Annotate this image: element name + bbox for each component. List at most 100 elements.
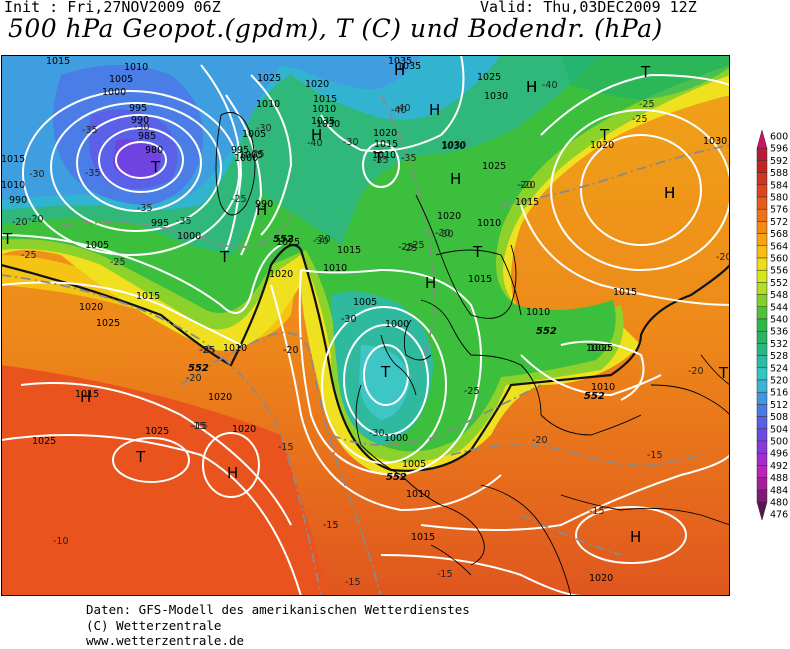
isobar-label: 1020: [305, 79, 329, 90]
isobar-label: 1020: [269, 269, 293, 280]
isobar-label: 1025: [482, 161, 506, 172]
legend-label: 516: [770, 388, 788, 399]
isotherm-label: -15: [323, 520, 339, 531]
isobar-label: 1030: [484, 91, 508, 102]
legend-swatch: [756, 129, 768, 149]
legend-label: 556: [770, 266, 788, 277]
legend-swatch: [756, 452, 768, 466]
legend-swatch: [756, 330, 768, 344]
high-center: H: [664, 184, 675, 202]
legend-label: 536: [770, 327, 788, 338]
isobar-label: 1010: [591, 382, 615, 393]
isotherm-label: -25: [110, 257, 126, 268]
legend-label: 552: [770, 278, 788, 289]
isotherm-label: -30: [435, 228, 451, 239]
geopotential-label: 552: [188, 363, 209, 374]
isobar-label: 1015: [46, 56, 70, 67]
isobar-label: 1020: [437, 211, 461, 222]
isotherm-label: -40: [395, 103, 411, 114]
isobar-label: 1015: [411, 532, 435, 543]
isotherm-label: -25: [639, 99, 655, 110]
isotherm-label: -20: [716, 252, 730, 263]
low-center: T: [380, 363, 391, 381]
legend-label: 588: [770, 168, 788, 179]
isobar-label: 1020: [589, 573, 613, 584]
legend-label: 592: [770, 156, 788, 167]
isobar-label: 1005: [85, 240, 109, 251]
isobar-label: 1010: [526, 307, 550, 318]
legend-label: 520: [770, 376, 788, 387]
isobar-label: 1020: [232, 424, 256, 435]
high-center: H: [311, 126, 322, 144]
legend-swatch: [756, 477, 768, 491]
isotherm-label: -20: [517, 180, 533, 191]
low-center: T: [472, 243, 483, 261]
isotherm-label: -30: [341, 314, 357, 325]
isotherm-label: -25: [398, 242, 414, 253]
legend-swatch: [756, 269, 768, 283]
low-center: T: [718, 364, 729, 382]
legend-label: 576: [770, 205, 788, 216]
legend-label: 492: [770, 461, 788, 472]
legend-swatch: [756, 489, 768, 503]
isobar-label: 1015: [515, 197, 539, 208]
isobar-label: 1015: [136, 291, 160, 302]
isotherm-label: -25: [464, 386, 480, 397]
high-center: H: [630, 528, 641, 546]
isobar-label: 985: [138, 131, 156, 142]
isotherm-label: -15: [345, 577, 361, 588]
isobar-label: 995: [151, 218, 169, 229]
low-center: T: [150, 158, 161, 176]
high-center: H: [429, 101, 440, 119]
isobar-label: 1000: [234, 153, 258, 164]
isobar-label: 1015: [337, 245, 361, 256]
high-center: H: [394, 61, 405, 79]
legend-label: 580: [770, 193, 788, 204]
isobar-label: 990: [255, 199, 273, 210]
high-center: H: [394, 61, 405, 79]
isobar-label: 1005: [242, 129, 266, 140]
legend-swatch: [756, 147, 768, 161]
isobar-label: 980: [145, 145, 163, 156]
legend-swatch: [756, 257, 768, 271]
pressure-centers: H H H H H H H H H H H H H H T T T T T T …: [2, 61, 729, 546]
isobar-label: 1025: [589, 343, 613, 354]
isobar-label: 1005: [109, 74, 133, 85]
isobar-label: 1025: [145, 426, 169, 437]
isobar-label: 1015: [313, 94, 337, 105]
init-time: Init : Fri,27NOV2009 06Z: [4, 0, 221, 16]
geopotential-label: 552: [584, 391, 605, 402]
isobar-label: 1010: [256, 99, 280, 110]
low-center: T: [373, 149, 384, 167]
legend-swatch: [756, 343, 768, 356]
isotherm-layer: [1, 94, 730, 596]
low-center: T: [135, 448, 146, 466]
legend-label: 500: [770, 437, 788, 448]
isotherm-label: -20: [315, 234, 331, 245]
legend-label: 540: [770, 315, 788, 326]
legend-label: 544: [770, 302, 788, 313]
isobar-label: 1030: [703, 136, 727, 147]
isobar-label: 1005: [239, 150, 263, 161]
legend-swatch: [756, 172, 768, 186]
isotherm-label: -35: [401, 153, 417, 164]
isobar-label: 1010: [223, 343, 247, 354]
isotherm-label: -25: [231, 194, 247, 205]
isobar-label: 1005: [402, 459, 426, 470]
isotherm-label: -20: [532, 435, 548, 446]
isotherm-label: -15: [190, 421, 206, 432]
geopotential-label: 552: [273, 234, 294, 245]
color-scale-legend: 6005965925885845805765725685645605565525…: [756, 129, 788, 520]
geopotential-label: 552: [386, 472, 407, 483]
high-center: H: [450, 170, 461, 188]
isobar-label: 1015: [75, 389, 99, 400]
isobar-label: 1005: [353, 297, 377, 308]
isotherm-label: -25: [21, 250, 37, 261]
isobar-label: 1015: [1, 154, 25, 165]
isotherm-label: -30: [313, 236, 329, 247]
legend-label: 584: [770, 180, 788, 191]
legend-label: 476: [770, 510, 788, 520]
high-center: H: [256, 201, 267, 219]
isotherm-label: -15: [323, 520, 339, 531]
low-center: T: [2, 230, 13, 248]
